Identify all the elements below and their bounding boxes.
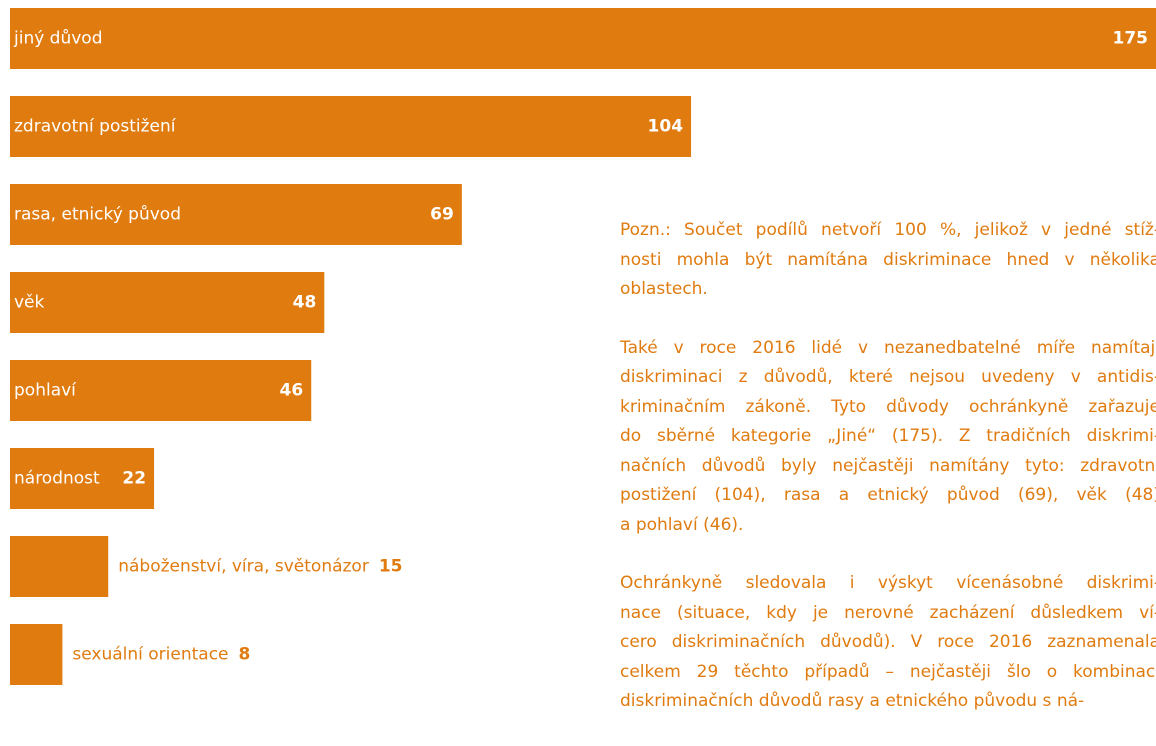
bar-label: sexuální orientace [72, 645, 228, 665]
paragraph: Pozn.: Součet podílů netvoří 100 %, jeli… [620, 216, 1156, 305]
value-label: 22 [122, 469, 146, 489]
bar [10, 8, 1156, 69]
text-line: celkem 29 těchto případů – nejčastěji šl… [620, 661, 1156, 682]
text-line: do sběrné kategorie „Jiné“ (175). Z trad… [620, 426, 1156, 446]
bar-label: věk [14, 293, 45, 313]
bar-label: rasa, etnický původ [14, 205, 181, 225]
text-line: postižení (104), rasa a etnický původ (6… [620, 485, 1156, 505]
text-line: oblastech. [620, 279, 708, 299]
bar [10, 360, 312, 421]
paragraph: Ochránkyně sledovala i výskyt vícenásobn… [620, 569, 1156, 717]
bar [10, 624, 63, 685]
text-line: Ochránkyně sledovala i výskyt vícenásobn… [620, 573, 1156, 593]
bar [10, 184, 462, 245]
text-line: a pohlaví (46). [620, 514, 744, 535]
bar-label: zdravotní postižení [14, 117, 177, 137]
paragraph: Také v roce 2016 lidé v nezanedbatelné m… [620, 334, 1156, 541]
text-line: nace (situace, kdy je nerovné zacházení … [620, 602, 1156, 623]
text-line: diskriminačních důvodů rasy a etnického … [620, 691, 1085, 711]
text-line: kriminačním zákoně. Tyto důvody ochránky… [620, 396, 1156, 417]
text-line: Pozn.: Součet podílů netvoří 100 %, jeli… [620, 220, 1156, 240]
bar-label: náboženství, víra, světonázor [118, 557, 369, 577]
value-label: 69 [430, 205, 454, 225]
bar-label: jiný důvod [13, 29, 103, 49]
chart: jiný důvod 175 zdravotní postižení 104 rasa,… [10, 8, 1156, 685]
value-label: 48 [293, 293, 317, 313]
bar [10, 96, 692, 157]
bar [10, 448, 155, 509]
bar [10, 272, 325, 333]
text-line: načních důvodů byly nejčastěji namítány … [620, 455, 1156, 476]
text-line: Také v roce 2016 lidé v nezanedbatelné m… [620, 337, 1156, 358]
bar [10, 536, 109, 597]
page: jiný důvod 175 zdravotní postižení 104 rasa,… [10, 8, 1156, 711]
notes: Pozn.: Součet podílů netvoří 100 %, jeli… [620, 216, 1156, 746]
text-line: cero diskriminačních důvodů). V roce 201… [620, 632, 1156, 652]
bar-label: pohlaví [14, 381, 77, 401]
text-line: nosti mohla být namítána diskriminace hn… [620, 249, 1156, 270]
value-label: 46 [280, 381, 304, 401]
value-label: 104 [648, 117, 684, 137]
value-label: 15 [379, 557, 403, 577]
text-line: diskriminaci z důvodů, které nejsou uved… [620, 367, 1156, 387]
value-label: 8 [239, 645, 251, 665]
value-label: 175 [1113, 29, 1149, 49]
bar-label: národnost [14, 469, 100, 489]
